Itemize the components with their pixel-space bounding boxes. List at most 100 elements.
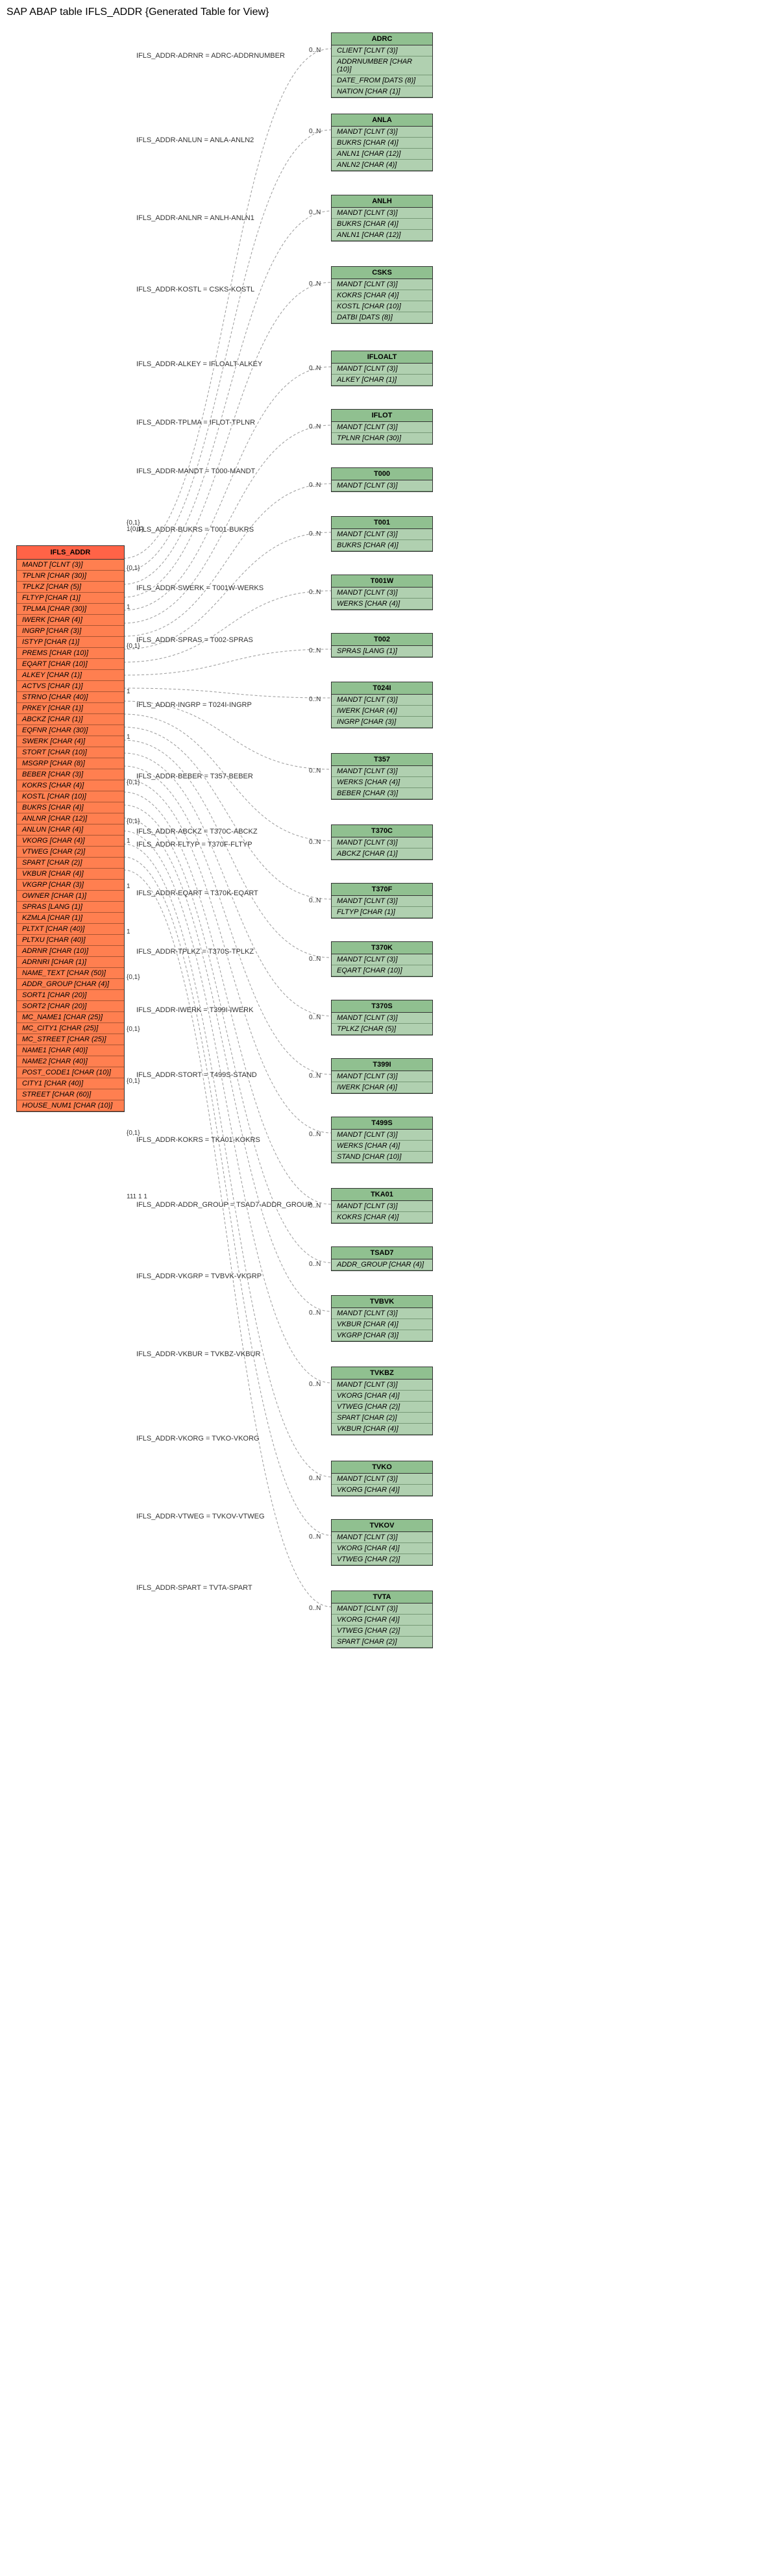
main-table-field: EQFNR [CHAR (30)]	[17, 725, 124, 736]
cardinality-left: 1	[127, 837, 130, 845]
main-table-field: KOKRS [CHAR (4)]	[17, 780, 124, 791]
ref-table-field: STAND [CHAR (10)]	[332, 1152, 432, 1163]
ref-table-field: MANDT [CLNT (3)]	[332, 279, 432, 290]
main-table-field: MANDT [CLNT (3)]	[17, 560, 124, 571]
cardinality-right: 0..N	[309, 1261, 321, 1268]
ref-table-header: TVKOV	[332, 1520, 432, 1532]
ref-table-field: MANDT [CLNT (3)]	[332, 1071, 432, 1082]
ref-table: T024IMANDT [CLNT (3)]IWERK [CHAR (4)]ING…	[331, 682, 433, 728]
main-table-field: SPRAS [LANG (1)]	[17, 902, 124, 913]
ref-table-header: CSKS	[332, 267, 432, 279]
main-table-header: IFLS_ADDR	[17, 546, 124, 560]
relationship-label: IFLS_ADDR-ADRNR = ADRC-ADDRNUMBER	[136, 52, 285, 60]
cardinality-left: 1	[127, 688, 130, 695]
ref-table-field: MANDT [CLNT (3)]	[332, 1532, 432, 1543]
cardinality-right: 0..N	[309, 1309, 321, 1317]
main-table-field: ANLUN [CHAR (4)]	[17, 824, 124, 836]
ref-table-field: IWERK [CHAR (4)]	[332, 1082, 432, 1093]
cardinality-right: 0..N	[309, 897, 321, 904]
relationship-label: IFLS_ADDR-ANLNR = ANLH-ANLN1	[136, 214, 254, 222]
relationship-label: IFLS_ADDR-VTWEG = TVKOV-VTWEG	[136, 1513, 265, 1520]
ref-table-header: IFLOT	[332, 410, 432, 422]
relationship-label: IFLS_ADDR-ANLUN = ANLA-ANLN2	[136, 136, 254, 144]
ref-table-header: T001	[332, 517, 432, 529]
ref-table-header: T370S	[332, 1000, 432, 1013]
ref-table-header: T001W	[332, 575, 432, 588]
cardinality-left: {0,1}	[127, 1078, 140, 1085]
cardinality-right: 0..N	[309, 1014, 321, 1021]
ref-table: TVBVKMANDT [CLNT (3)]VKBUR [CHAR (4)]VKG…	[331, 1295, 433, 1342]
relationship-label: IFLS_ADDR-KOSTL = CSKS-KOSTL	[136, 286, 254, 293]
ref-table-field: MANDT [CLNT (3)]	[332, 837, 432, 848]
ref-table-field: ALKEY [CHAR (1)]	[332, 375, 432, 386]
main-table-field: PRKEY [CHAR (1)]	[17, 703, 124, 714]
ref-table-field: VKORG [CHAR (4)]	[332, 1615, 432, 1626]
relationship-label: IFLS_ADDR-INGRP = T024I-INGRP	[136, 701, 252, 709]
main-table-field: BEBER [CHAR (3)]	[17, 769, 124, 780]
cardinality-right: 0..N	[309, 1533, 321, 1541]
ref-table-header: T370K	[332, 942, 432, 954]
ref-table-field: TPLNR [CHAR (30)]	[332, 433, 432, 444]
ref-table: T001WMANDT [CLNT (3)]WERKS [CHAR (4)]	[331, 575, 433, 610]
cardinality-right: 0..N	[309, 767, 321, 774]
ref-table-field: MANDT [CLNT (3)]	[332, 766, 432, 777]
main-table-field: ISTYP [CHAR (1)]	[17, 637, 124, 648]
ref-table-field: ANLN1 [CHAR (12)]	[332, 149, 432, 160]
main-table-field: VTWEG [CHAR (2)]	[17, 847, 124, 858]
main-table-field: TPLNR [CHAR (30)]	[17, 571, 124, 582]
main-table-field: STREET [CHAR (60)]	[17, 1089, 124, 1100]
ref-table-field: MANDT [CLNT (3)]	[332, 954, 432, 965]
main-table-field: ANLNR [CHAR (12)]	[17, 813, 124, 824]
cardinality-right: 0..N	[309, 696, 321, 703]
ref-table-field: MANDT [CLNT (3)]	[332, 1474, 432, 1485]
ref-table-header: TVTA	[332, 1591, 432, 1604]
ref-table: TVTAMANDT [CLNT (3)]VKORG [CHAR (4)]VTWE…	[331, 1591, 433, 1648]
ref-table-field: MANDT [CLNT (3)]	[332, 896, 432, 907]
relationship-label: IFLS_ADDR-FLTYP = T370F-FLTYP	[136, 841, 252, 848]
cardinality-right: 0..N	[309, 47, 321, 54]
main-table-field: SORT1 [CHAR (20)]	[17, 990, 124, 1001]
main-table-field: SORT2 [CHAR (20)]	[17, 1001, 124, 1012]
ref-table: T370CMANDT [CLNT (3)]ABCKZ [CHAR (1)]	[331, 824, 433, 860]
main-table-field: ALKEY [CHAR (1)]	[17, 670, 124, 681]
ref-table-field: ADDRNUMBER [CHAR (10)]	[332, 56, 432, 75]
cardinality-left: 1	[127, 883, 130, 890]
main-table-field: ADRNR [CHAR (10)]	[17, 946, 124, 957]
ref-table: T357MANDT [CLNT (3)]WERKS [CHAR (4)]BEBE…	[331, 753, 433, 800]
cardinality-right: 0..N	[309, 530, 321, 538]
main-table-field: VKGRP [CHAR (3)]	[17, 880, 124, 891]
main-table-field: KOSTL [CHAR (10)]	[17, 791, 124, 802]
ref-table: ADRCCLIENT [CLNT (3)]ADDRNUMBER [CHAR (1…	[331, 32, 433, 98]
ref-table-field: KOKRS [CHAR (4)]	[332, 1212, 432, 1223]
relationship-label: IFLS_ADDR-ABCKZ = T370C-ABCKZ	[136, 828, 258, 836]
main-table-field: POST_CODE1 [CHAR (10)]	[17, 1067, 124, 1078]
cardinality-left: 1	[127, 928, 130, 935]
ref-table-header: TKA01	[332, 1189, 432, 1201]
cardinality-left: 111 1 1	[127, 1193, 147, 1200]
cardinality-right: 0..N	[309, 956, 321, 963]
relationship-label: IFLS_ADDR-KOKRS = TKA01-KOKRS	[136, 1136, 260, 1144]
ref-table-field: VKGRP [CHAR (3)]	[332, 1330, 432, 1341]
main-table-field: STRNO [CHAR (40)]	[17, 692, 124, 703]
main-table-field: EQART [CHAR (10)]	[17, 659, 124, 670]
cardinality-left: {0,1}	[127, 643, 140, 650]
main-table-field: BUKRS [CHAR (4)]	[17, 802, 124, 813]
ref-table-field: WERKS [CHAR (4)]	[332, 599, 432, 610]
ref-table-field: VTWEG [CHAR (2)]	[332, 1402, 432, 1413]
ref-table-field: MANDT [CLNT (3)]	[332, 422, 432, 433]
ref-table-header: TVKBZ	[332, 1367, 432, 1380]
ref-table-header: T399I	[332, 1059, 432, 1071]
cardinality-right: 0..N	[309, 423, 321, 430]
ref-table: ANLAMANDT [CLNT (3)]BUKRS [CHAR (4)]ANLN…	[331, 114, 433, 171]
ref-table-header: TSAD7	[332, 1247, 432, 1259]
ref-table-header: T357	[332, 754, 432, 766]
ref-table-field: MANDT [CLNT (3)]	[332, 695, 432, 706]
relationship-label: IFLS_ADDR-IWERK = T399I-IWERK	[136, 1006, 253, 1014]
cardinality-left: {0,1}	[127, 1130, 140, 1137]
relationship-label: IFLS_ADDR-ALKEY = IFLOALT-ALKEY	[136, 360, 262, 368]
ref-table-field: ADDR_GROUP [CHAR (4)]	[332, 1259, 432, 1270]
relationship-label: IFLS_ADDR-ADDR_GROUP = TSAD7-ADDR_GROUP	[136, 1201, 312, 1209]
ref-table-field: MANDT [CLNT (3)]	[332, 1201, 432, 1212]
cardinality-right: 0..N	[309, 839, 321, 846]
ref-table: CSKSMANDT [CLNT (3)]KOKRS [CHAR (4)]KOST…	[331, 266, 433, 324]
